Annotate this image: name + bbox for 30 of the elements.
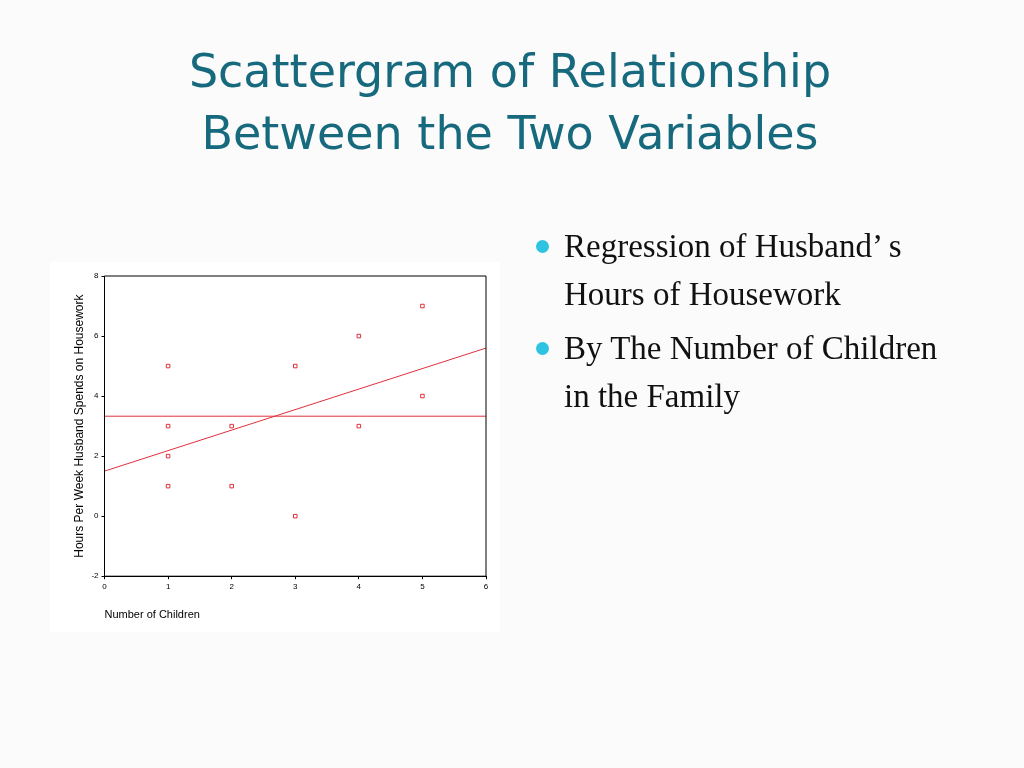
x-axis-title: Number of Children bbox=[104, 608, 200, 621]
x-tick-label: 1 bbox=[165, 582, 171, 592]
y-tick-label: 0 bbox=[94, 511, 100, 521]
x-tick-label: 6 bbox=[483, 582, 489, 592]
text: By The Number of Children in the Family bbox=[564, 330, 938, 414]
point bbox=[356, 423, 362, 429]
point bbox=[292, 363, 298, 369]
x-tick-label: 3 bbox=[293, 582, 299, 592]
y-axis-title: Hours Per Week Husband Spends on Housework bbox=[71, 293, 86, 558]
y-tick-label: 6 bbox=[94, 331, 100, 341]
y-tick-label: 4 bbox=[94, 391, 100, 401]
point bbox=[229, 423, 234, 429]
point bbox=[420, 393, 425, 399]
text: Regression of Husband’ s Hours of Housework bbox=[564, 228, 902, 312]
x-tick-label: 2 bbox=[229, 582, 235, 592]
point bbox=[165, 453, 171, 459]
x-tick-label: 4 bbox=[356, 582, 362, 592]
y-tick-label: -2 bbox=[91, 571, 100, 581]
point bbox=[165, 423, 171, 429]
x-tick-label: 5 bbox=[420, 582, 426, 592]
y-tick-label: 2 bbox=[94, 451, 100, 461]
point bbox=[356, 333, 362, 339]
point bbox=[165, 483, 171, 489]
chart-title: Scattergram of Relationship Between the Two Variables bbox=[187, 43, 833, 162]
y-tick-label: 8 bbox=[94, 271, 100, 281]
point bbox=[165, 363, 171, 369]
point bbox=[292, 513, 298, 519]
point bbox=[229, 483, 234, 489]
point bbox=[420, 303, 425, 309]
x-tick-label: 0 bbox=[102, 582, 108, 592]
